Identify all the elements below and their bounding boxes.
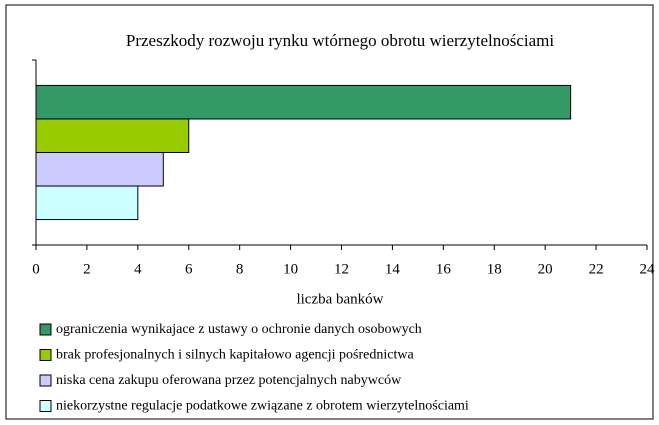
x-tick-label: 0 [32,261,40,277]
legend-swatch [39,400,52,412]
x-tick-label: 10 [283,261,298,277]
x-tick-label: 4 [134,261,142,277]
x-tick-label: 22 [589,261,604,277]
x-tick-label: 20 [538,261,553,277]
legend-label: niekorzystne regulacje podatkowe związan… [56,399,469,414]
x-tick-label: 16 [436,261,452,277]
legend-label: niska cena zakupu oferowana przez potenc… [56,373,402,388]
chart-title: Przeszkody rozwoju rynku wtórnego obrotu… [126,31,554,50]
x-tick-label: 14 [385,261,401,277]
bar [35,84,572,120]
x-axis-label: liczba banków [296,291,383,307]
legend-label: ograniczenia wynikajace z ustawy o ochro… [56,322,422,337]
x-tick-label: 8 [236,261,244,277]
x-tick-label: 6 [185,261,193,277]
legend-label: brak profesjonalnych i silnych kapitałow… [56,348,414,363]
legend-swatch [39,323,52,336]
bar [35,118,190,153]
legend-swatch [39,374,52,387]
x-tick-label: 24 [640,261,656,277]
x-tick-label: 12 [334,261,349,277]
bar [35,185,139,221]
bar [35,152,164,187]
x-tick-label: 18 [487,261,502,277]
x-tick-label: 2 [83,261,91,277]
legend-swatch [39,349,52,361]
